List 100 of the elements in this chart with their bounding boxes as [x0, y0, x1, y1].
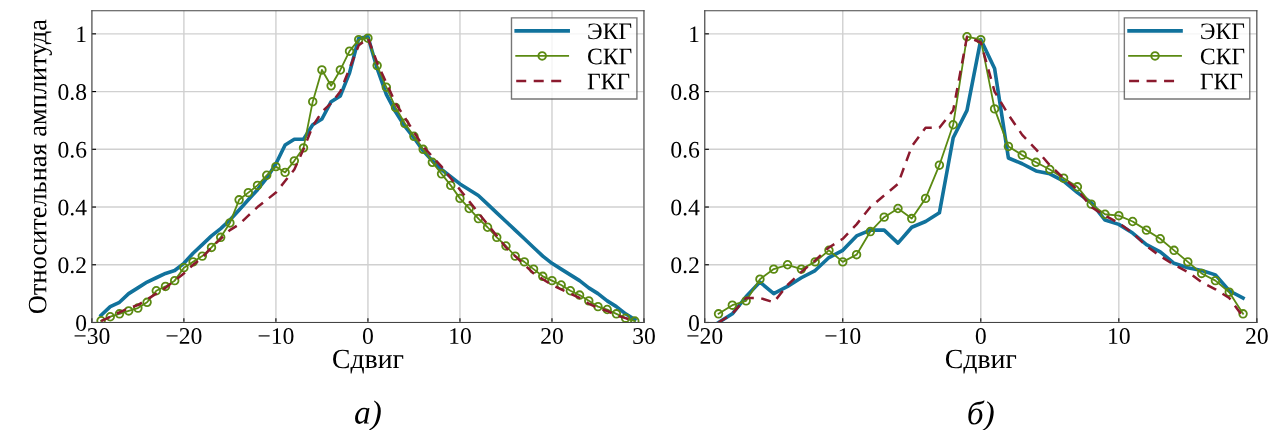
y-axis-title: Относительная амплитуда	[28, 19, 52, 314]
legend-label: ГКГ	[1200, 73, 1243, 90]
point	[280, 167, 290, 178]
point	[142, 297, 152, 308]
y-tick-label: 0.2	[671, 257, 699, 274]
point	[1058, 173, 1069, 183]
point	[1045, 164, 1055, 175]
point	[1031, 157, 1041, 168]
point	[473, 213, 484, 224]
legend-label: СКГ	[588, 48, 632, 65]
point	[169, 275, 180, 286]
x-tick-label: 10	[450, 328, 471, 344]
x-tick-label: 0	[975, 328, 986, 344]
point	[1196, 268, 1207, 279]
point	[547, 275, 557, 286]
point	[948, 120, 958, 130]
point	[1017, 150, 1027, 160]
point	[1183, 257, 1193, 267]
point	[289, 156, 300, 166]
point	[436, 169, 447, 179]
point	[151, 286, 162, 296]
point	[796, 264, 807, 274]
point	[501, 241, 511, 251]
point	[179, 262, 189, 273]
point	[317, 65, 327, 75]
point	[810, 257, 820, 267]
point	[976, 34, 986, 45]
point	[851, 249, 862, 260]
x-tick-label: 20	[541, 328, 563, 344]
point	[824, 245, 834, 256]
point	[574, 290, 585, 300]
point	[907, 213, 917, 224]
point	[1224, 287, 1234, 297]
y-tick-label: 0.8	[671, 84, 699, 101]
point	[363, 33, 373, 43]
point	[510, 251, 520, 261]
point	[519, 257, 530, 267]
point	[298, 143, 309, 153]
x-axis-title: Сдвиг	[333, 349, 404, 374]
point	[206, 242, 217, 253]
point	[225, 218, 235, 228]
point	[1114, 210, 1124, 221]
point	[133, 303, 143, 313]
x-tick-label: 0	[362, 328, 373, 344]
point	[620, 313, 631, 323]
point	[243, 187, 254, 198]
point	[1238, 309, 1248, 319]
point	[565, 286, 576, 296]
point	[390, 102, 401, 113]
point	[528, 264, 539, 274]
legend-label: ЭКГ	[588, 23, 632, 40]
point	[755, 274, 765, 284]
point	[234, 195, 244, 205]
point	[920, 193, 931, 204]
y-tick-label: 1	[690, 26, 699, 43]
y-tick-label: 0.4	[58, 199, 87, 216]
point	[418, 144, 428, 155]
point	[727, 300, 738, 310]
point	[372, 60, 382, 71]
point	[252, 180, 263, 191]
point	[271, 161, 281, 172]
point	[593, 301, 603, 312]
point	[1127, 216, 1138, 227]
point	[446, 180, 456, 191]
point	[782, 260, 793, 270]
point	[934, 160, 945, 170]
point	[1210, 275, 1221, 286]
legend-label: ГКГ	[587, 73, 630, 90]
point	[197, 251, 208, 261]
point	[1141, 225, 1152, 235]
point	[381, 82, 392, 92]
legend-label: СКГ	[1200, 48, 1245, 65]
point	[865, 226, 876, 237]
point	[409, 131, 419, 142]
point	[962, 32, 972, 42]
text: а)	[355, 400, 381, 430]
y-tick-label: 0.2	[58, 257, 86, 274]
point	[538, 271, 548, 282]
point	[713, 309, 724, 319]
point	[335, 65, 346, 75]
y-tick-label: 0.4	[671, 199, 700, 216]
point	[741, 296, 751, 306]
point	[879, 212, 889, 222]
point	[893, 203, 903, 214]
point	[1003, 141, 1014, 152]
point	[482, 222, 493, 232]
point	[307, 96, 318, 107]
x-tick-label: −10	[825, 328, 861, 344]
point	[989, 104, 1000, 114]
point	[215, 232, 226, 243]
point	[1072, 182, 1083, 192]
point	[1086, 199, 1096, 209]
y-tick-label: 0.6	[58, 141, 87, 158]
point	[769, 264, 779, 274]
point	[1155, 234, 1165, 244]
y-tick-label: 0.8	[58, 84, 87, 101]
x-axis-title: Сдвиг	[945, 349, 1017, 374]
y-tick-label: 1	[77, 26, 86, 43]
point	[492, 232, 502, 243]
legend-label: ЭКГ	[1201, 23, 1245, 40]
